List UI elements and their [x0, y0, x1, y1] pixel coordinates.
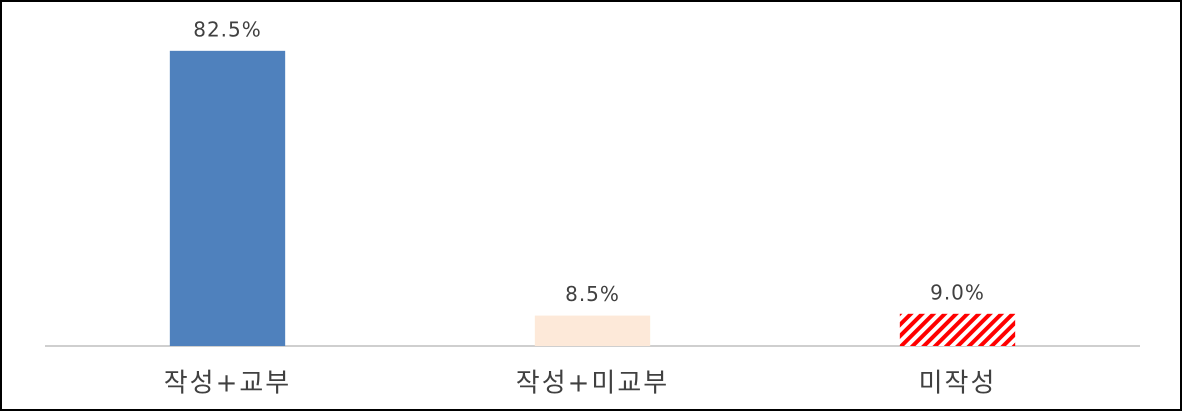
- x-tick-label: 작성+미교부: [516, 369, 669, 399]
- x-tick-label: 미작성: [919, 369, 997, 399]
- bar: [534, 315, 651, 346]
- value-label: 9.0%: [930, 280, 985, 304]
- bar: [899, 313, 1016, 346]
- x-tick-label: 작성+교부: [164, 369, 291, 399]
- value-label: 82.5%: [193, 17, 262, 41]
- bar: [169, 50, 286, 346]
- value-label: 8.5%: [565, 282, 620, 306]
